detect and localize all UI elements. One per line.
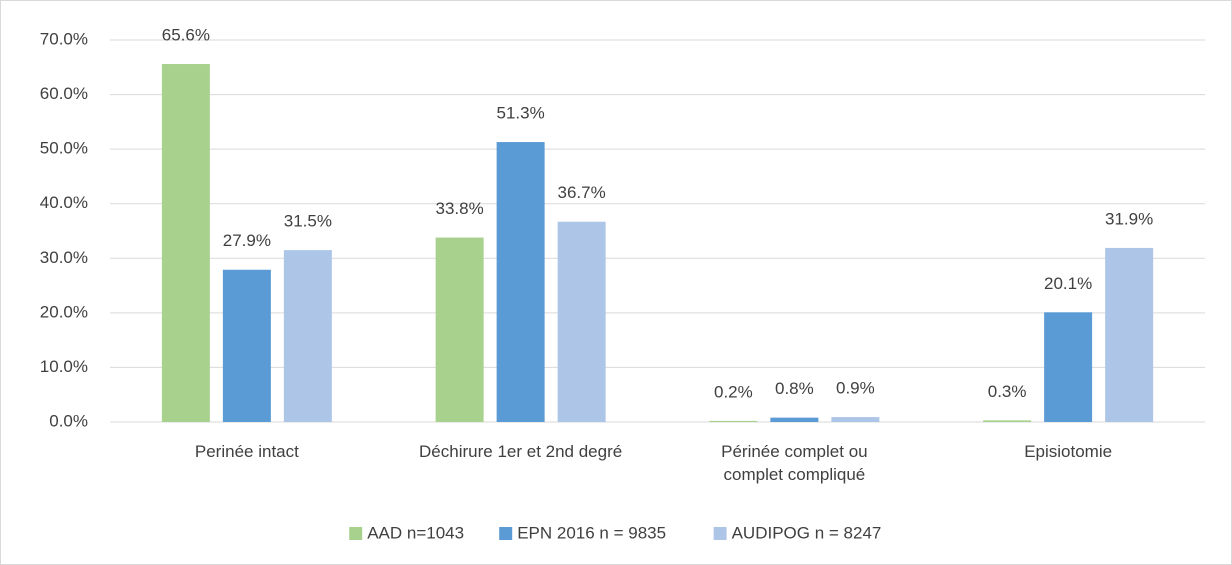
bar — [222, 269, 271, 422]
value-label: 0.2% — [714, 382, 753, 401]
y-tick-label: 70.0% — [40, 29, 88, 48]
bar — [435, 237, 484, 422]
y-tick-label: 10.0% — [40, 357, 88, 376]
bar — [1105, 247, 1154, 422]
bar — [283, 250, 332, 422]
bar — [709, 420, 758, 422]
bar — [770, 417, 819, 422]
value-label: 0.9% — [836, 379, 875, 398]
x-tick-label: Déchirure 1er et 2nd degré — [419, 442, 623, 461]
bar — [1044, 312, 1093, 422]
y-tick-label: 60.0% — [40, 84, 88, 103]
bar — [557, 221, 606, 422]
legend-label: EPN 2016 n = 9835 — [517, 523, 666, 542]
value-label: 51.3% — [497, 104, 545, 123]
value-label: 31.5% — [284, 212, 332, 231]
value-label: 20.1% — [1044, 274, 1092, 293]
legend-swatch — [499, 527, 513, 540]
value-label: 36.7% — [558, 183, 606, 202]
y-tick-label: 40.0% — [40, 193, 88, 212]
legend-label: AUDIPOG n = 8247 — [732, 523, 882, 542]
bar — [161, 64, 210, 423]
bar — [983, 420, 1032, 422]
y-tick-label: 50.0% — [40, 139, 88, 158]
bar — [496, 142, 545, 422]
y-tick-label: 0.0% — [49, 411, 88, 430]
value-label: 33.8% — [436, 199, 484, 218]
legend-swatch — [713, 527, 727, 540]
x-tick-label: Perinée intact — [194, 442, 299, 461]
bar — [831, 417, 880, 422]
value-label: 27.9% — [223, 231, 271, 250]
x-tick-label: Périnée complet ou complet compliqué — [721, 442, 868, 484]
value-label: 0.8% — [775, 379, 814, 398]
value-label: 31.9% — [1105, 209, 1153, 228]
value-label: 0.3% — [988, 382, 1027, 401]
value-label: 65.6% — [162, 25, 210, 44]
x-tick-label: Episiotomie — [1024, 442, 1113, 461]
y-tick-label: 20.0% — [40, 302, 88, 321]
y-tick-label: 30.0% — [40, 248, 88, 267]
legend-swatch — [349, 527, 363, 540]
legend-label: AAD n=1043 — [367, 523, 464, 542]
